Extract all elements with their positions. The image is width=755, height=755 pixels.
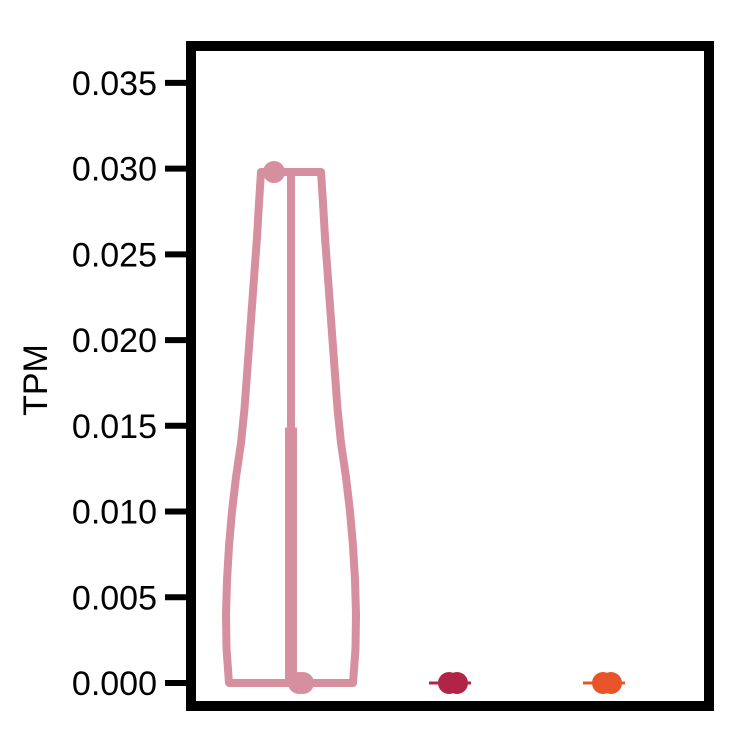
- y-tick-label: 0.035: [72, 65, 157, 103]
- violin-outline: [222, 168, 360, 687]
- y-axis: 0.000 0.005 0.010 0.015 0.020 0.025 0.030 0.035: [72, 65, 188, 703]
- violin-series: [222, 161, 625, 694]
- y-tick-label: 0.010: [72, 494, 157, 532]
- y-tick-label: 0.030: [72, 151, 157, 189]
- data-point: [263, 161, 285, 184]
- y-tick-label: 0.015: [72, 408, 157, 446]
- data-point: [600, 672, 622, 694]
- y-axis-title: TPM: [17, 344, 55, 416]
- y-tick-label: 0.025: [72, 236, 157, 274]
- plot-frame: [186, 41, 714, 711]
- y-tick-label: 0.020: [72, 322, 157, 360]
- y-tick-label: 0.005: [72, 579, 157, 617]
- data-point: [292, 672, 314, 694]
- data-point: [446, 672, 468, 694]
- y-tick-label: 0.000: [72, 665, 157, 703]
